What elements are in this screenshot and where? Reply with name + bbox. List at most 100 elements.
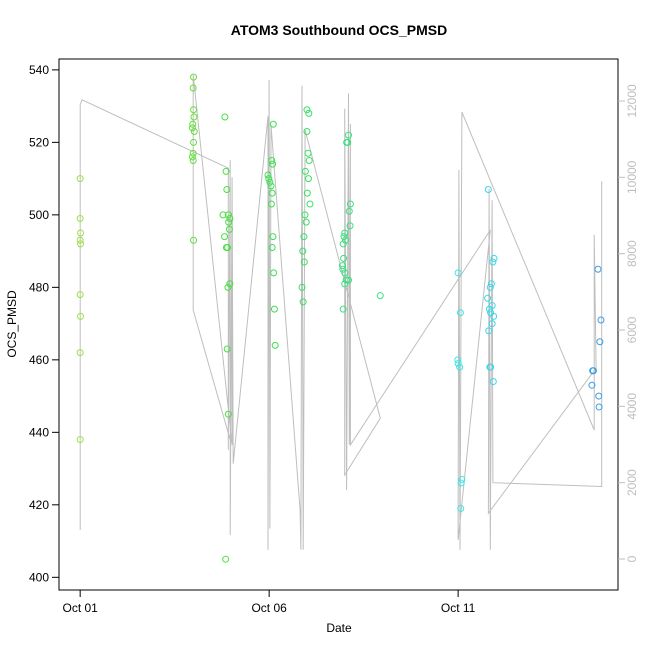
point — [266, 178, 274, 186]
y2-tick-label: 4000 — [625, 393, 639, 420]
point — [190, 73, 198, 81]
point — [484, 185, 492, 193]
point — [269, 160, 277, 168]
point — [595, 392, 603, 400]
point — [303, 106, 311, 114]
point — [190, 236, 198, 244]
point — [340, 233, 348, 241]
point — [342, 276, 350, 284]
point — [305, 109, 313, 117]
point — [224, 243, 232, 251]
point — [222, 555, 230, 563]
point — [485, 327, 493, 335]
point — [594, 265, 602, 273]
point — [189, 120, 197, 128]
point — [76, 349, 84, 357]
point — [299, 298, 307, 306]
point — [339, 265, 347, 273]
point — [224, 211, 232, 219]
point — [486, 283, 494, 291]
point — [306, 200, 314, 208]
y-axis-title: OCS_PMSD — [5, 290, 19, 358]
point — [484, 294, 492, 302]
point — [456, 309, 464, 317]
point — [487, 280, 495, 288]
point — [76, 436, 84, 444]
line — [79, 74, 603, 550]
point — [299, 247, 307, 255]
point — [339, 240, 347, 248]
point — [488, 320, 496, 328]
point — [76, 214, 84, 222]
point — [190, 106, 198, 114]
point — [490, 312, 498, 320]
point — [341, 229, 349, 237]
point — [457, 479, 465, 487]
point — [76, 175, 84, 183]
point — [596, 338, 604, 346]
point — [485, 305, 493, 313]
point — [489, 378, 497, 386]
point — [303, 127, 311, 135]
point — [340, 254, 348, 262]
point — [268, 156, 276, 164]
point — [304, 149, 312, 157]
point — [341, 280, 349, 288]
y-tick-label: 420 — [29, 498, 49, 512]
point — [588, 381, 596, 389]
point — [346, 200, 354, 208]
y2-tick-label: 8000 — [625, 240, 639, 267]
point — [225, 225, 233, 233]
point — [223, 185, 231, 193]
x-tick-label: Oct 06 — [251, 601, 287, 615]
y-tick-label: 400 — [29, 570, 49, 584]
y-tick-label: 520 — [29, 135, 49, 149]
point — [76, 236, 84, 244]
point — [454, 359, 462, 367]
point — [338, 262, 346, 270]
point — [344, 138, 352, 146]
point — [268, 189, 276, 197]
point — [226, 214, 234, 222]
point — [346, 222, 354, 230]
point — [225, 218, 233, 226]
point — [487, 363, 495, 371]
point — [268, 243, 276, 251]
y-tick-label: 440 — [29, 425, 49, 439]
point — [77, 240, 85, 248]
point — [223, 345, 231, 353]
y-tick-label: 460 — [29, 353, 49, 367]
point — [341, 269, 349, 277]
point — [345, 276, 353, 284]
point — [221, 113, 229, 121]
point — [304, 175, 312, 183]
point — [189, 149, 197, 157]
point — [303, 189, 311, 197]
point — [271, 341, 279, 349]
y-tick-label: 500 — [29, 208, 49, 222]
point — [376, 292, 384, 300]
point — [345, 207, 353, 215]
y-tick-label: 480 — [29, 280, 49, 294]
point — [300, 233, 308, 241]
point — [489, 258, 497, 266]
x-tick-label: Oct 01 — [62, 601, 98, 615]
point — [188, 153, 196, 161]
chart-title: ATOM3 Southbound OCS_PMSD — [231, 22, 447, 38]
point — [339, 305, 347, 313]
point — [224, 410, 232, 418]
y-tick-label: 540 — [29, 63, 49, 77]
point — [76, 291, 84, 299]
point — [224, 283, 232, 291]
point — [269, 233, 277, 241]
point — [267, 200, 275, 208]
point — [300, 258, 308, 266]
point — [270, 269, 278, 277]
point — [267, 182, 275, 190]
point — [77, 312, 85, 320]
point — [222, 167, 230, 175]
point — [189, 84, 197, 92]
point — [305, 156, 313, 164]
point — [302, 218, 310, 226]
